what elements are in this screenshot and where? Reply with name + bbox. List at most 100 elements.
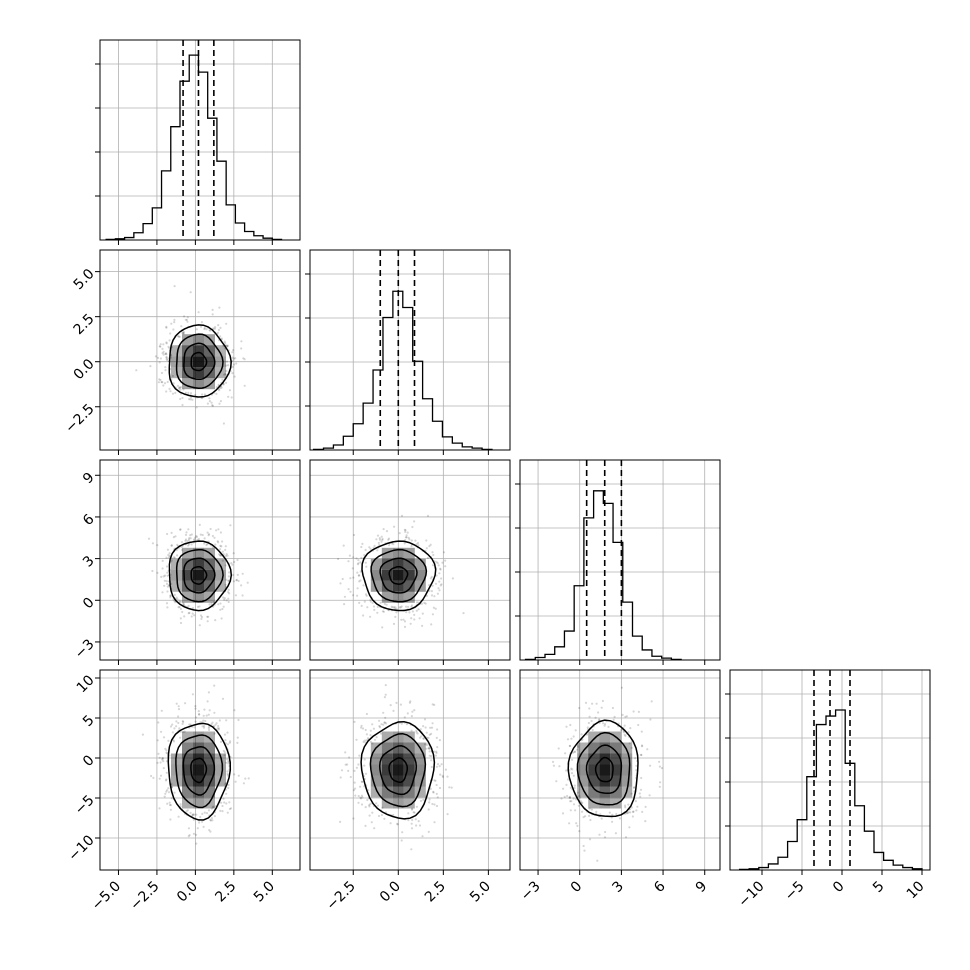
sample-point [183,730,186,733]
sample-point [177,335,180,338]
sample-point [424,602,427,605]
sample-point [229,807,233,810]
density-cell [182,345,193,357]
sample-point [420,735,423,738]
sample-point [640,730,643,733]
sample-point [187,835,190,838]
contour-level-0 [388,757,409,783]
sample-point [341,577,344,581]
sample-point [189,291,192,294]
x-tick-label: 3 [609,878,627,896]
sample-point [189,392,193,395]
sample-point [635,769,638,772]
sample-point [371,723,374,726]
sample-point [628,826,631,829]
sample-point [441,775,445,779]
sample-point [232,573,235,577]
sample-point [219,400,222,403]
sample-point [660,767,664,770]
sample-point [230,396,233,399]
sample-point [368,804,371,807]
sample-point [393,525,396,528]
sample-point [369,600,372,603]
density-cell [588,731,600,743]
density-cell [599,753,611,765]
sample-point [596,859,599,862]
sample-point [219,608,222,611]
x-tick-label: 5 [870,878,888,896]
sample-point [360,726,363,729]
sample-point [408,701,411,704]
sample-point [169,804,172,807]
sample-point [198,624,201,627]
density-cell [381,797,393,809]
sample-point [349,590,352,593]
y-tick-label: 5.0 [71,266,98,293]
sample-point [425,547,428,550]
density-cell [182,786,193,798]
sample-point [416,601,419,604]
sample-point [167,556,171,559]
sample-point [361,796,364,799]
sample-point [390,605,393,608]
sample-point [577,746,580,749]
sample-point [395,701,398,704]
sample-point [584,701,588,704]
sample-point [167,787,170,790]
density-cell [414,753,426,765]
sample-point [202,825,205,828]
density-cell [370,775,382,787]
sample-point [226,743,229,746]
panel-frame [519,669,721,871]
sample-point [365,594,368,597]
sample-point [590,808,593,811]
sample-point [426,556,429,560]
sample-point [441,774,444,777]
sample-point [363,764,366,767]
sample-point [215,529,218,532]
contour-level-3 [361,540,437,612]
sample-point [223,373,226,376]
sample-point [439,584,442,587]
sample-point [425,594,428,597]
sample-point [223,754,226,757]
sample-point [425,747,428,750]
density-cell [182,753,193,765]
sample-point [658,765,661,768]
sample-point [557,747,560,750]
density-cell [414,786,426,798]
sample-point [169,594,172,597]
sample-point [182,731,185,734]
sample-point [203,708,206,711]
sample-point [183,615,186,618]
scatter-panel-3-0: −10 −5 0 5 10 −5.0 −2.5 0.0 2.5 5.0 [65,669,301,914]
sample-point [400,514,404,517]
sample-point [171,392,175,395]
contour-level-3 [167,722,232,821]
sample-point [427,746,430,750]
sample-point [400,839,403,842]
sample-point [425,744,428,747]
sample-point [428,750,431,753]
sample-point [378,725,381,728]
sample-point [219,531,222,534]
sample-point [222,422,225,425]
scatter-panel-3-1: −2.5 0.0 2.5 5.0 [309,669,511,914]
sample-point [163,574,167,577]
sample-point [569,723,572,727]
sample-point [184,391,188,394]
sample-point [411,818,414,822]
sample-point [429,726,432,729]
sample-point [158,777,161,780]
sample-point [444,768,447,771]
density-cell [193,547,204,559]
panel-frame [99,459,301,661]
sample-point [207,615,210,618]
sample-point [353,720,356,723]
density-cell [381,731,393,743]
sample-point [160,575,163,578]
sample-point [225,599,228,602]
sample-point [366,737,370,740]
sample-point [188,543,191,546]
sample-point [169,818,172,821]
